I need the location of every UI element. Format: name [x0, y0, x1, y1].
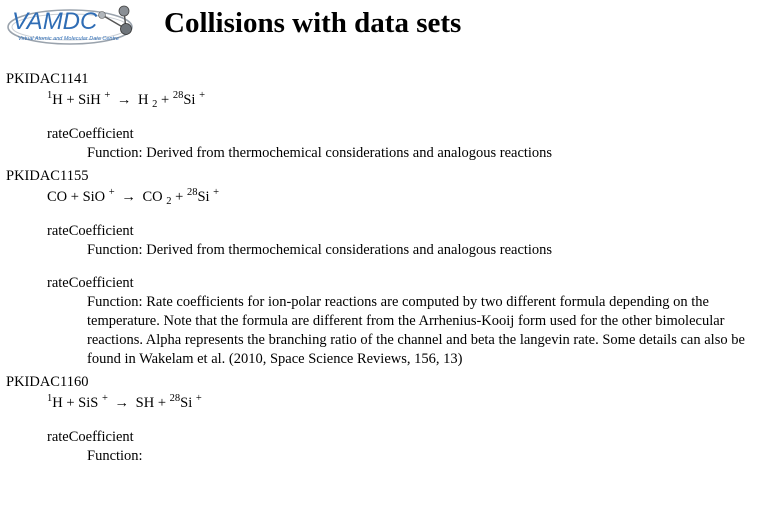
dataset-entry: rateCoefficient Function: Derived from th…	[47, 125, 762, 163]
species-formula: Si	[197, 189, 210, 205]
species-formula: SiH	[78, 92, 101, 108]
reaction-arrow: →	[116, 92, 132, 108]
species-formula: Si	[183, 92, 196, 108]
function-label: Function:	[87, 294, 143, 310]
species: H 2	[138, 92, 158, 110]
vamdc-logo-graphic: VAMDC Virtual Atomic and Molecular Data …	[7, 5, 133, 45]
dataset-name: rateCoefficient	[47, 126, 134, 142]
function-description: Function:	[87, 447, 762, 466]
collision-list: PKIDAC1141 1H + SiH + → H 2 + 28Si + rateC…	[6, 70, 762, 470]
species: CO	[47, 189, 67, 205]
reaction-arrow: →	[114, 395, 130, 411]
logo-wordmark: VAMDC	[12, 8, 98, 35]
page-header: VAMDC Virtual Atomic and Molecular Data …	[6, 3, 766, 47]
function-value: Derived from thermochemical consideratio…	[146, 242, 553, 258]
species-formula: H	[52, 92, 63, 108]
logo-subtext: Virtual Atomic and Molecular Data Centre	[18, 36, 119, 42]
function-description: Function: Derived from thermochemical co…	[87, 144, 762, 163]
species-formula: SiS	[78, 395, 99, 411]
collision-entry: PKIDAC1155 CO + SiO + → CO 2 + 28Si + rate…	[6, 167, 762, 369]
collision-id: PKIDAC1155	[6, 168, 89, 184]
species: SiS +	[78, 393, 108, 411]
collision-id: PKIDAC1141	[6, 71, 89, 87]
species-formula: SiO	[82, 189, 106, 205]
species-formula: Si	[180, 395, 193, 411]
function-label: Function:	[87, 448, 143, 464]
charge: +	[108, 187, 115, 198]
dataset-list: rateCoefficient Function: Derived from th…	[6, 222, 762, 369]
reaction-arrow: →	[121, 189, 136, 205]
species: 28Si +	[186, 187, 220, 205]
reaction-equation: 1H + SiS + → SH + 28Si +	[47, 393, 202, 411]
species-formula: CO	[142, 189, 163, 205]
function-label: Function:	[87, 242, 143, 258]
stoichiometry: 2	[166, 196, 172, 207]
species-formula: CO	[47, 189, 68, 205]
species-formula: SH	[135, 395, 155, 411]
reaction-equation: 1H + SiH + → H 2 + 28Si +	[47, 90, 205, 110]
function-label: Function:	[87, 145, 143, 161]
page-title: Collisions with data sets	[164, 7, 462, 39]
isotope-mass: 1	[47, 393, 53, 404]
species: SiO +	[82, 187, 115, 205]
isotope-mass: 28	[172, 90, 184, 101]
collision-entry: PKIDAC1160 1H + SiS + → SH + 28Si + rateCo…	[6, 373, 762, 466]
charge: +	[199, 90, 205, 101]
isotope-mass: 28	[169, 393, 181, 404]
dataset-name: rateCoefficient	[47, 275, 134, 291]
species: 1H	[47, 393, 63, 411]
reaction-equation: CO + SiO + → CO 2 + 28Si +	[47, 187, 220, 207]
function-value: Derived from thermochemical consideratio…	[146, 145, 553, 161]
function-description: Function: Derived from thermochemical co…	[87, 241, 762, 260]
vamdc-logo[interactable]: VAMDC Virtual Atomic and Molecular Data …	[6, 3, 151, 47]
dataset-list: rateCoefficient Function: Derived from th…	[6, 125, 762, 163]
dataset-entry: rateCoefficient Function:	[47, 428, 762, 466]
species: SiH +	[78, 90, 111, 108]
species-formula: H	[138, 92, 149, 108]
dataset-list: rateCoefficient Function:	[6, 428, 762, 466]
stoichiometry: 2	[152, 99, 158, 110]
isotope-mass: 1	[47, 90, 53, 101]
dataset-entry: rateCoefficient Function: Derived from th…	[47, 222, 762, 260]
dataset-name: rateCoefficient	[47, 429, 134, 445]
isotope-mass: 28	[186, 187, 198, 198]
function-description: Function: Rate coefficients for ion-pola…	[87, 293, 762, 369]
species: SH	[136, 395, 155, 411]
charge: +	[213, 187, 220, 198]
collision-id: PKIDAC1160	[6, 374, 89, 390]
charge: +	[104, 90, 111, 101]
species: CO 2	[142, 189, 172, 207]
species-formula: H	[52, 395, 63, 411]
charge: +	[195, 393, 202, 404]
collision-entry: PKIDAC1141 1H + SiH + → H 2 + 28Si + rateC…	[6, 70, 762, 163]
species: 1H	[47, 90, 63, 108]
species: 28Si +	[172, 90, 205, 108]
species: 28Si +	[169, 393, 202, 411]
dataset-name: rateCoefficient	[47, 223, 134, 239]
function-value: Rate coefficients for ion-polar reaction…	[87, 294, 745, 367]
dataset-entry: rateCoefficient Function: Rate coefficien…	[47, 274, 762, 369]
charge: +	[101, 393, 108, 404]
